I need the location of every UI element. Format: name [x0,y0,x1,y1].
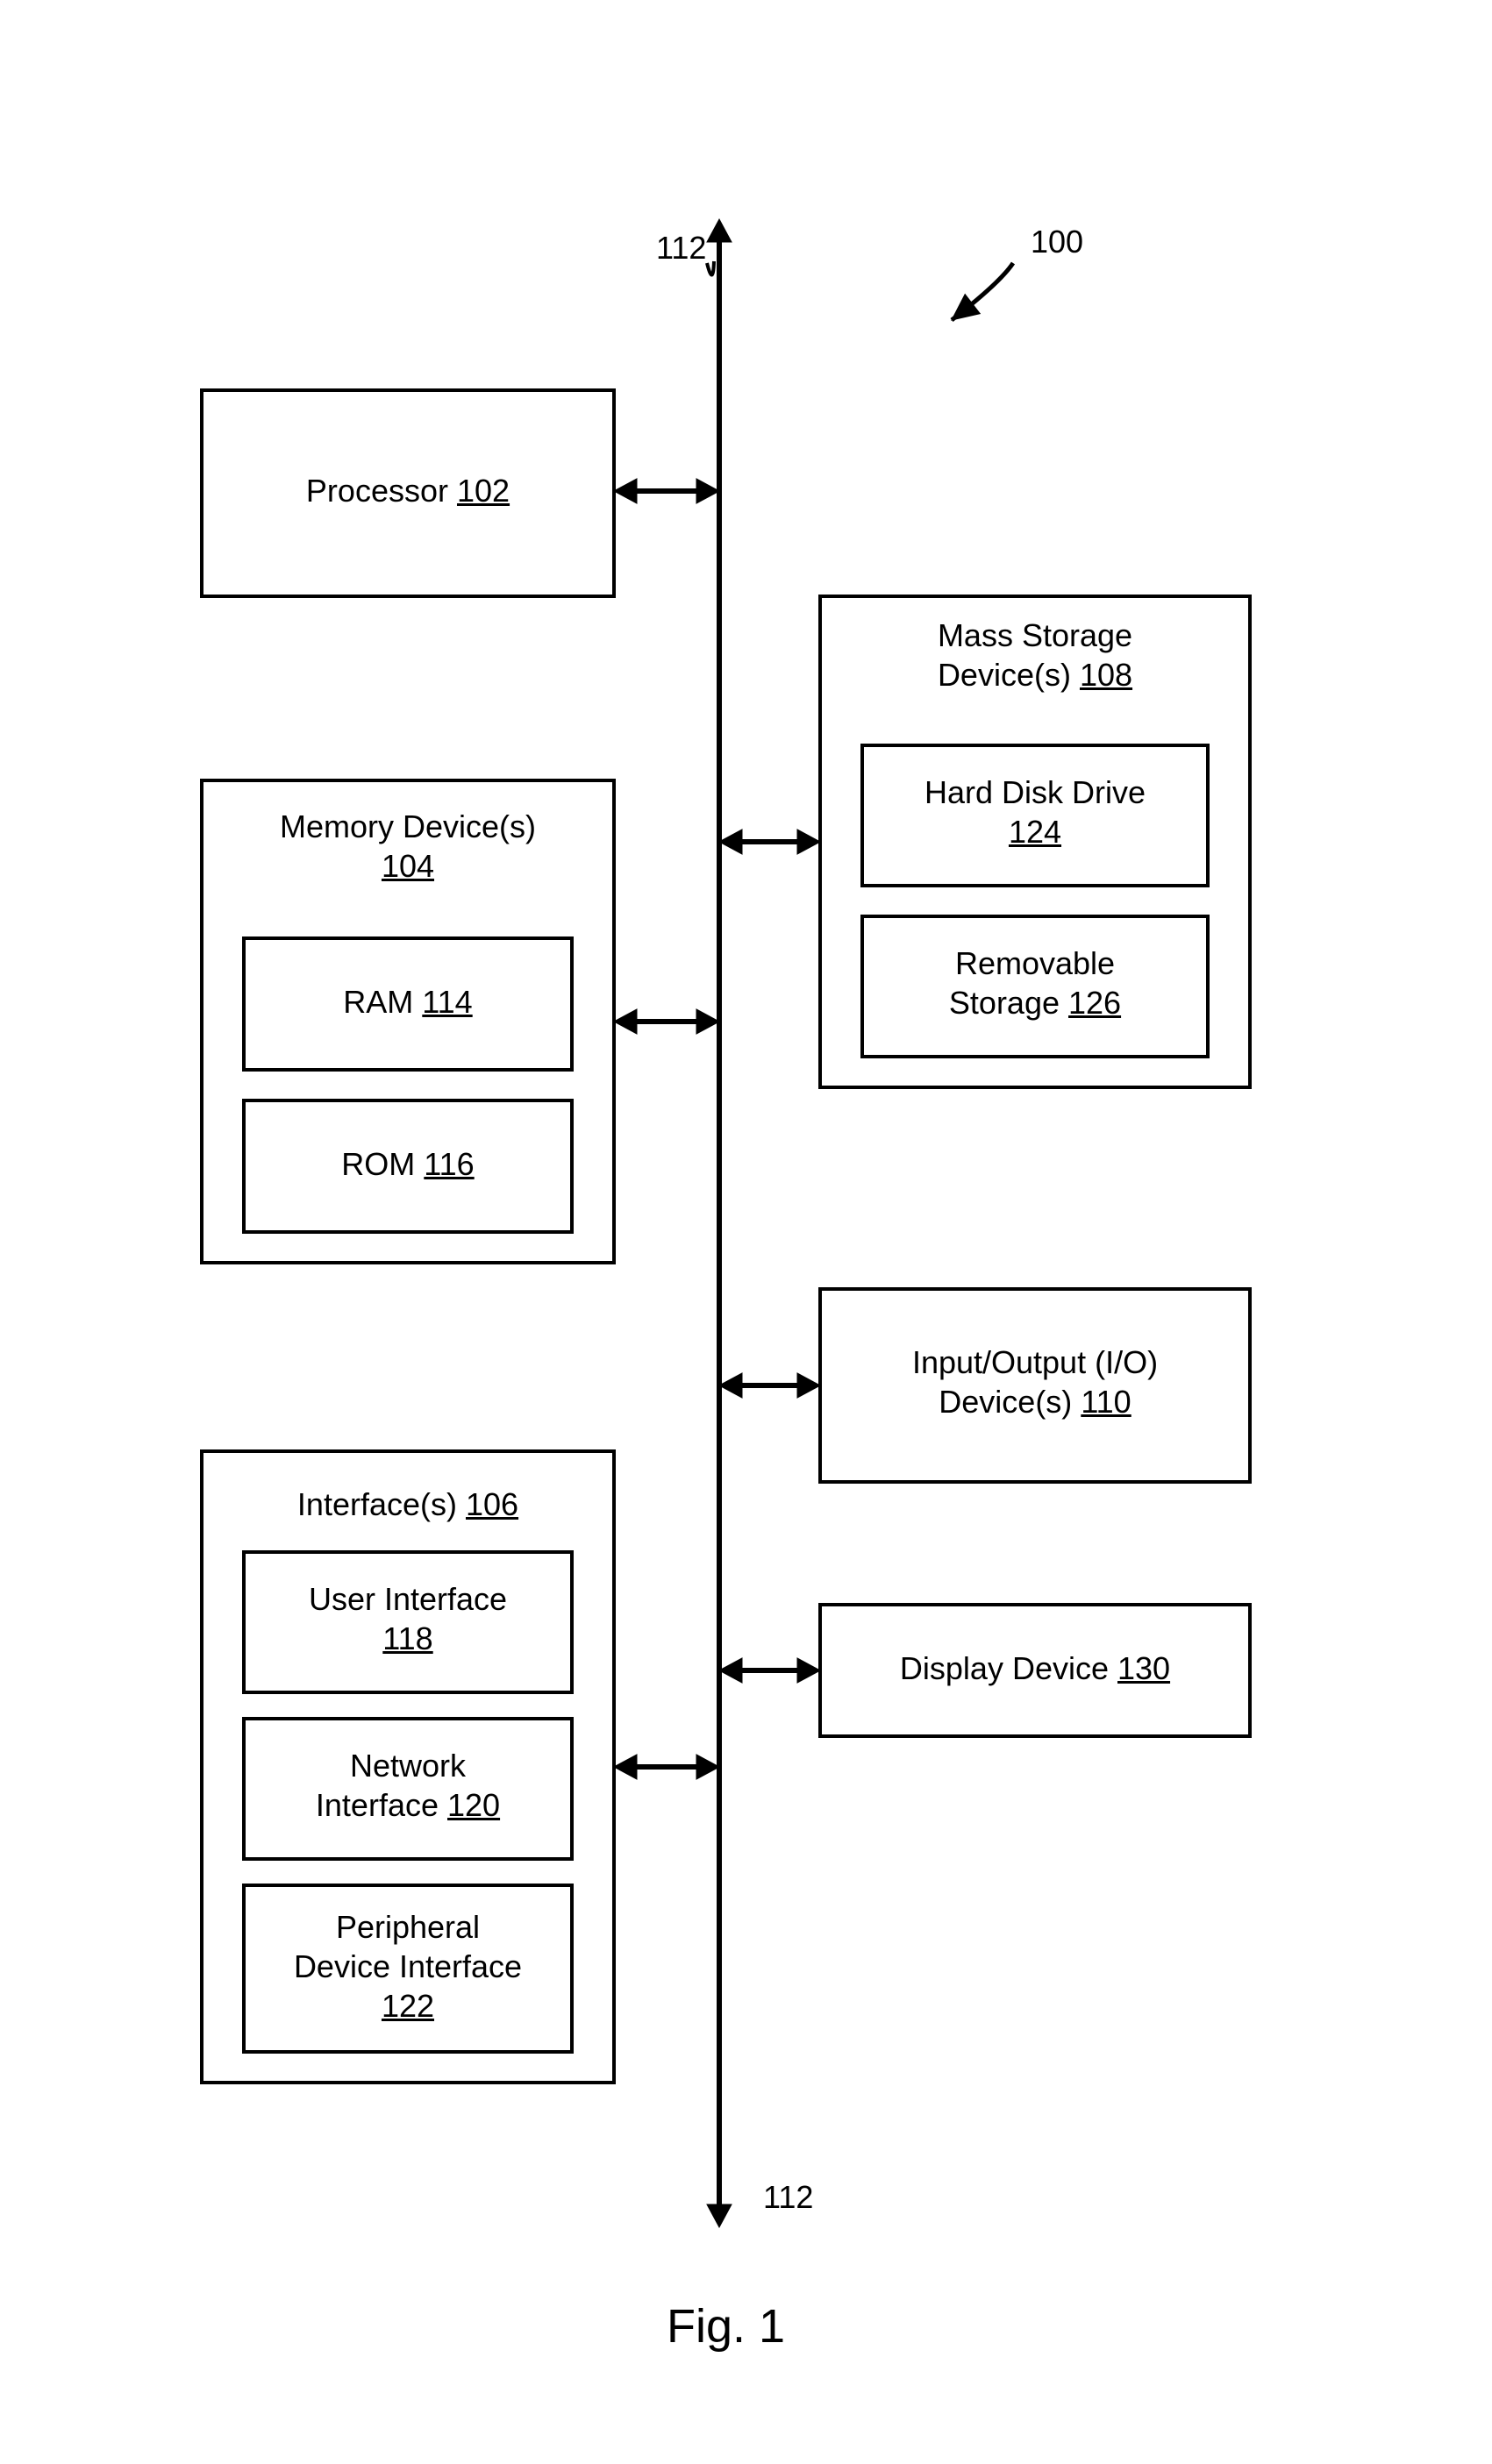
figure-caption: Fig. 1 [667,2297,785,2357]
ram-block-label: RAM 114 [244,982,572,1022]
ref-100-label: 100 [1031,222,1083,261]
hard-disk-drive-block-label: Hard Disk Drive124 [862,773,1208,851]
rom-block-label: ROM 116 [244,1144,572,1184]
figure-1-stage: 100 112 112 Fig. 1 Processor 102 Memory … [0,0,1492,2464]
processor-block-label: Processor 102 [202,471,614,510]
display-device-block-label: Display Device 130 [820,1649,1250,1688]
bus-label-top: 112 [656,228,706,267]
user-interface-block-label: User Interface118 [244,1579,572,1658]
io-devices-block-label: Input/Output (I/O)Device(s) 110 [820,1342,1250,1421]
memory-devices-block-label: Memory Device(s)104 [202,807,614,886]
mass-storage-block-label: Mass StorageDevice(s) 108 [820,616,1250,694]
removable-storage-block-label: RemovableStorage 126 [862,944,1208,1022]
interfaces-block-label: Interface(s) 106 [202,1485,614,1524]
peripheral-interface-block-label: PeripheralDevice Interface122 [244,1907,572,2026]
network-interface-block-label: NetworkInterface 120 [244,1746,572,1825]
bus-label-bottom: 112 [763,2177,813,2217]
diagram-svg [0,0,1492,2464]
